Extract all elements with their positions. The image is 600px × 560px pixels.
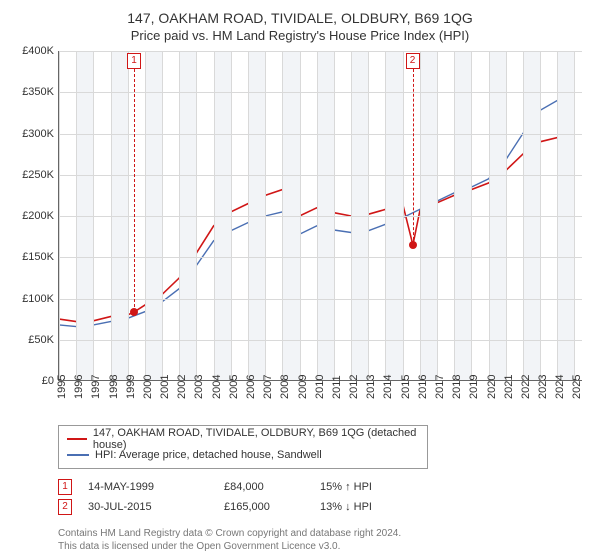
chart: £0£50K£100K£150K£200K£250K£300K£350K£400… (14, 51, 586, 421)
x-tick-label: 2007 (262, 375, 274, 399)
tx-price: £165,000 (224, 501, 304, 513)
y-tick-label: £350K (22, 86, 54, 98)
legend-row: 147, OAKHAM ROAD, TIVIDALE, OLDBURY, B69… (67, 431, 419, 447)
tx-badge: 1 (58, 479, 72, 495)
gridline-h (59, 299, 582, 300)
y-tick-label: £0 (42, 375, 54, 387)
gridline-h (59, 257, 582, 258)
page-subtitle: Price paid vs. HM Land Registry's House … (14, 28, 586, 43)
x-tick-label: 2002 (176, 375, 188, 399)
x-tick-label: 2003 (193, 375, 205, 399)
tx-delta: 15% ↑ HPI (320, 481, 420, 493)
x-tick-label: 2017 (434, 375, 446, 399)
marker-dot (409, 241, 417, 249)
x-tick-label: 2005 (228, 375, 240, 399)
y-tick-label: £400K (22, 45, 54, 57)
plot-area: 12 (58, 51, 582, 381)
x-axis: 1995199619971998199920002001200220032004… (58, 381, 582, 421)
y-tick-label: £250K (22, 169, 54, 181)
gridline-h (59, 92, 582, 93)
x-tick-label: 2012 (348, 375, 360, 399)
x-tick-label: 1999 (125, 375, 137, 399)
x-tick-label: 2025 (571, 375, 583, 399)
tx-price: £84,000 (224, 481, 304, 493)
tx-delta: 13% ↓ HPI (320, 501, 420, 513)
x-tick-label: 2016 (417, 375, 429, 399)
x-tick-label: 2023 (537, 375, 549, 399)
x-tick-label: 2006 (245, 375, 257, 399)
legend-swatch (67, 454, 89, 456)
transaction-row: 2 30-JUL-2015 £165,000 13% ↓ HPI (58, 497, 586, 517)
y-tick-label: £300K (22, 128, 54, 140)
marker-line (413, 69, 414, 245)
transaction-row: 1 14-MAY-1999 £84,000 15% ↑ HPI (58, 477, 586, 497)
legend-swatch (67, 438, 87, 440)
x-tick-label: 2019 (468, 375, 480, 399)
legend-label: HPI: Average price, detached house, Sand… (95, 449, 322, 461)
x-tick-label: 2024 (554, 375, 566, 399)
y-tick-label: £100K (22, 293, 54, 305)
x-tick-label: 2011 (331, 375, 343, 399)
x-tick-label: 1996 (73, 375, 85, 399)
marker-badge: 1 (127, 53, 141, 69)
tx-date: 30-JUL-2015 (88, 501, 208, 513)
x-tick-label: 2008 (279, 375, 291, 399)
y-tick-label: £150K (22, 251, 54, 263)
y-axis: £0£50K£100K£150K£200K£250K£300K£350K£400… (14, 51, 58, 381)
gridline-h (59, 340, 582, 341)
footer-line: Contains HM Land Registry data © Crown c… (58, 527, 586, 540)
x-tick-label: 2021 (503, 375, 515, 399)
footer: Contains HM Land Registry data © Crown c… (58, 527, 586, 553)
marker-dot (130, 308, 138, 316)
x-tick-label: 2014 (382, 375, 394, 399)
legend: 147, OAKHAM ROAD, TIVIDALE, OLDBURY, B69… (58, 425, 428, 469)
tx-badge: 2 (58, 499, 72, 515)
page-title: 147, OAKHAM ROAD, TIVIDALE, OLDBURY, B69… (14, 10, 586, 26)
x-tick-label: 2018 (451, 375, 463, 399)
marker-line (134, 69, 135, 312)
tx-date: 14-MAY-1999 (88, 481, 208, 493)
gridline-h (59, 175, 582, 176)
x-tick-label: 2022 (520, 375, 532, 399)
legend-label: 147, OAKHAM ROAD, TIVIDALE, OLDBURY, B69… (93, 427, 419, 451)
x-tick-label: 2010 (314, 375, 326, 399)
marker-badge: 2 (406, 53, 420, 69)
x-tick-label: 2001 (159, 375, 171, 399)
x-tick-label: 2009 (297, 375, 309, 399)
footer-line: This data is licensed under the Open Gov… (58, 540, 586, 553)
x-tick-label: 2004 (211, 375, 223, 399)
x-tick-label: 2000 (142, 375, 154, 399)
x-tick-label: 2020 (486, 375, 498, 399)
gridline-h (59, 134, 582, 135)
x-tick-label: 2013 (365, 375, 377, 399)
y-tick-label: £50K (28, 334, 54, 346)
transactions: 1 14-MAY-1999 £84,000 15% ↑ HPI 2 30-JUL-2015… (58, 477, 586, 517)
x-tick-label: 1998 (108, 375, 120, 399)
y-tick-label: £200K (22, 210, 54, 222)
x-tick-label: 1995 (56, 375, 68, 399)
gridline-h (59, 51, 582, 52)
x-tick-label: 1997 (90, 375, 102, 399)
gridline-h (59, 216, 582, 217)
x-tick-label: 2015 (400, 375, 412, 399)
